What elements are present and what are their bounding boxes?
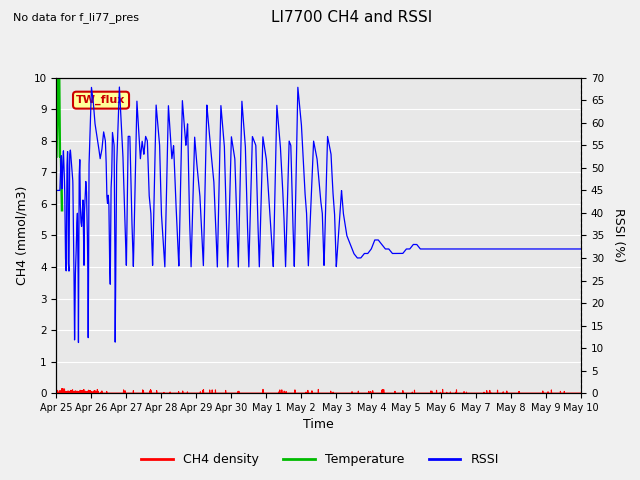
X-axis label: Time: Time [303, 419, 334, 432]
Y-axis label: CH4 (mmol/m3): CH4 (mmol/m3) [15, 186, 28, 285]
Text: TW_flux: TW_flux [76, 95, 125, 105]
Legend: CH4 density, Temperature, RSSI: CH4 density, Temperature, RSSI [136, 448, 504, 471]
Text: No data for f_li77_pres: No data for f_li77_pres [13, 12, 139, 23]
Y-axis label: RSSI (%): RSSI (%) [612, 208, 625, 263]
Text: LI7700 CH4 and RSSI: LI7700 CH4 and RSSI [271, 10, 433, 24]
